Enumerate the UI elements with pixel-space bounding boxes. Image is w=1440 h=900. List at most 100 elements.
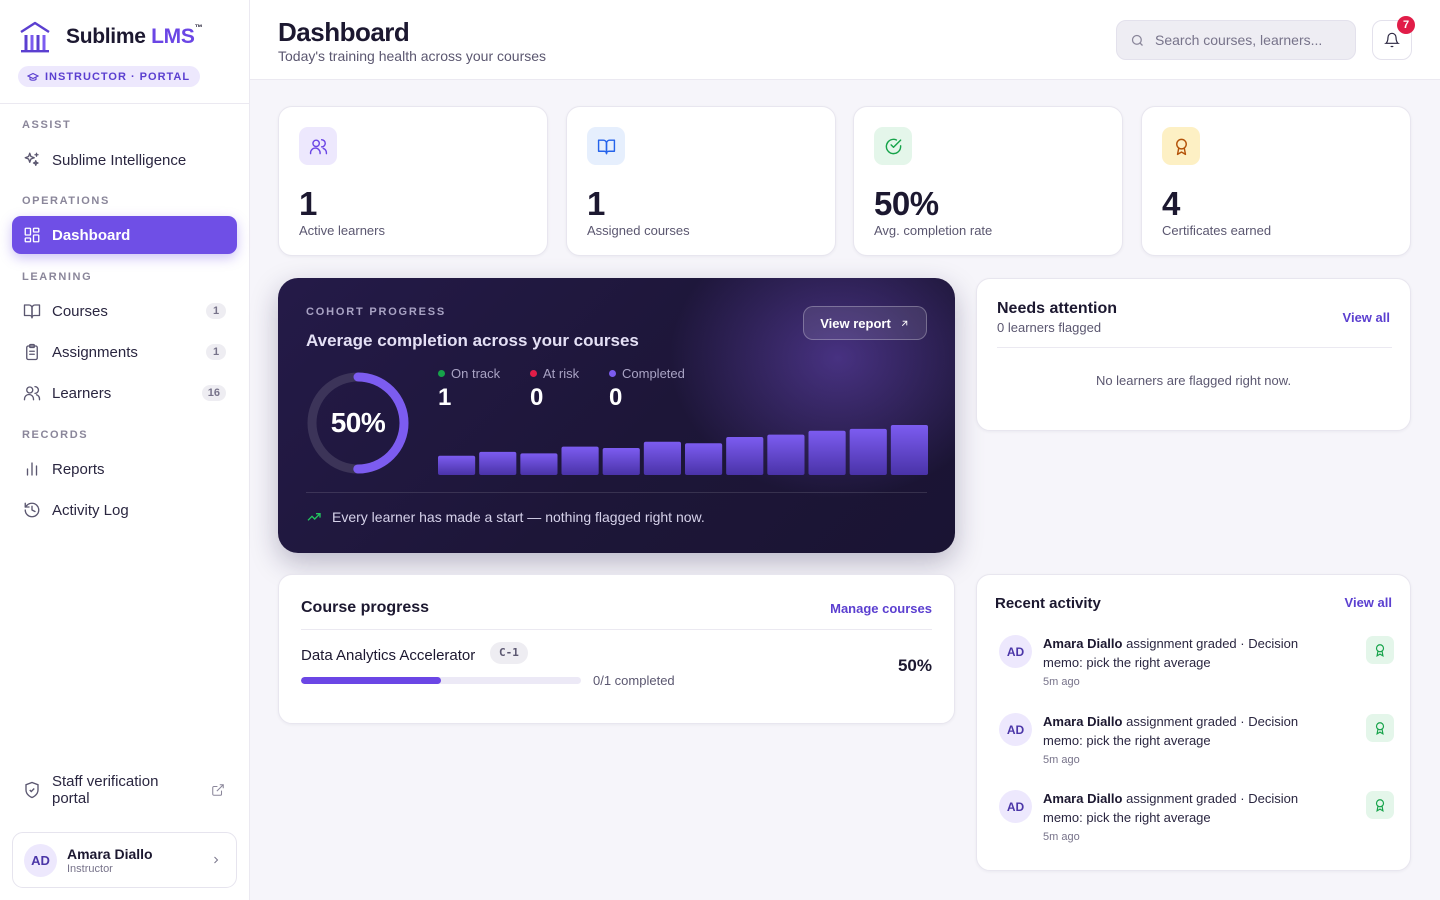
section-label-operations: OPERATIONS xyxy=(22,195,110,207)
course-progress-bar xyxy=(301,677,581,684)
activity-item[interactable]: AD Amara Diallo assignment graded · Deci… xyxy=(999,634,1394,704)
completion-percent: 50% xyxy=(330,407,386,438)
panel-title: Course progress xyxy=(301,599,430,616)
staff-verification-portal-link[interactable]: Staff verification portal xyxy=(12,770,237,810)
stat-value: 1 xyxy=(587,185,605,222)
sidebar-item-learners[interactable]: Learners 16 xyxy=(12,374,237,412)
stat-value: 50% xyxy=(874,185,939,222)
stat-card-assigned-courses[interactable]: 1 Assigned courses xyxy=(566,106,836,256)
stat-icon-wrap xyxy=(874,127,912,165)
legend-value: 0 xyxy=(609,384,623,411)
legend-dot xyxy=(530,370,537,377)
stat-card-certificates[interactable]: 4 Certificates earned xyxy=(1141,106,1411,256)
graduation-cap-icon xyxy=(27,72,39,81)
users-icon xyxy=(309,138,327,154)
activity-time: 5m ago xyxy=(1043,754,1080,766)
nav-count-badge: 1 xyxy=(206,303,226,319)
trend-bar xyxy=(849,428,887,475)
stat-label: Avg. completion rate xyxy=(874,223,993,238)
completion-ring xyxy=(307,372,409,474)
award-icon xyxy=(1366,714,1394,742)
sidebar: Sublime LMS™ INSTRUCTOR · PORTAL ASSIST … xyxy=(0,0,250,900)
notifications-button[interactable]: 7 xyxy=(1372,16,1415,60)
sidebar-item-sublime-intelligence[interactable]: Sublime Intelligence xyxy=(12,141,237,179)
panel-title: Recent activity xyxy=(995,595,1101,612)
external-link-icon xyxy=(212,784,224,796)
sidebar-item-label: Sublime Intelligence xyxy=(52,151,187,169)
history-icon xyxy=(24,502,40,518)
cohort-label: COHORT PROGRESS xyxy=(306,306,447,318)
trend-bar xyxy=(808,430,846,475)
trend-bar xyxy=(890,425,928,475)
avatar: AD xyxy=(999,713,1032,746)
legend-label: Completed xyxy=(622,366,685,381)
course-name: Data Analytics Accelerator xyxy=(301,647,476,664)
search-box[interactable] xyxy=(1116,20,1356,60)
trend-bar xyxy=(643,441,681,475)
cohort-divider xyxy=(306,492,927,493)
bar-chart-icon xyxy=(26,462,38,476)
view-report-label: View report xyxy=(820,315,891,331)
progress-fill xyxy=(301,677,441,684)
cohort-progress-card: COHORT PROGRESS Average completion acros… xyxy=(278,278,955,553)
legend-dot xyxy=(438,370,445,377)
legend-dot xyxy=(609,370,616,377)
section-label-assist: ASSIST xyxy=(22,119,72,131)
user-name: Amara Diallo xyxy=(67,845,153,862)
bell-icon xyxy=(1384,32,1400,48)
panel-title: Needs attention xyxy=(997,300,1118,317)
search-icon xyxy=(1131,34,1143,46)
panel-subtitle: 0 learners flagged xyxy=(997,320,1102,335)
sidebar-item-assignments[interactable]: Assignments 1 xyxy=(12,333,237,371)
sidebar-item-reports[interactable]: Reports xyxy=(12,450,237,488)
stat-value: 1 xyxy=(299,185,317,222)
manage-courses-link[interactable]: Manage courses xyxy=(830,601,932,616)
activity-text: Amara Diallo assignment graded · Decisio… xyxy=(1043,791,1299,825)
legend-value: 0 xyxy=(530,384,544,411)
sidebar-item-label: Reports xyxy=(52,460,105,478)
user-profile-card[interactable]: AD Amara Diallo Instructor xyxy=(12,832,237,888)
stat-card-active-learners[interactable]: 1 Active learners xyxy=(278,106,548,256)
sidebar-item-label: Learners xyxy=(52,384,112,402)
page-title: Dashboard xyxy=(278,17,410,47)
cohort-note-text: Every learner has made a start — nothing… xyxy=(332,509,705,525)
trend-bar xyxy=(685,443,723,475)
award-icon xyxy=(1366,791,1394,819)
course-code-badge: C-1 xyxy=(490,642,528,664)
book-icon xyxy=(597,138,615,154)
sidebar-item-activity-log[interactable]: Activity Log xyxy=(12,491,237,529)
grid-icon xyxy=(24,227,40,243)
brand[interactable]: Sublime LMS™ xyxy=(18,20,203,54)
trend-bar xyxy=(479,451,517,475)
activity-item[interactable]: AD Amara Diallo assignment graded · Deci… xyxy=(999,789,1394,859)
recent-activity-panel: Recent activity View all AD Amara Diallo… xyxy=(976,574,1411,871)
avatar: AD xyxy=(999,790,1032,823)
trend-bar xyxy=(438,455,476,475)
shield-check-icon xyxy=(25,781,39,799)
course-percent: 50% xyxy=(897,656,932,675)
users-icon xyxy=(23,385,41,401)
stat-label: Active learners xyxy=(299,223,385,238)
sidebar-item-label: Assignments xyxy=(52,343,138,361)
stat-card-completion-rate[interactable]: 50% Avg. completion rate xyxy=(853,106,1123,256)
search-input[interactable] xyxy=(1155,32,1345,48)
legend-value: 1 xyxy=(438,384,452,411)
activity-item[interactable]: AD Amara Diallo assignment graded · Deci… xyxy=(999,712,1394,782)
award-icon xyxy=(1175,138,1187,155)
view-report-button[interactable]: View report xyxy=(803,306,927,340)
needs-attention-panel: Needs attention 0 learners flagged View … xyxy=(976,278,1411,431)
view-all-activity-link[interactable]: View all xyxy=(1344,595,1392,610)
trending-up-icon xyxy=(307,513,321,521)
notification-count-badge: 7 xyxy=(1397,16,1415,34)
avatar: AD xyxy=(24,843,57,877)
brand-name: Sublime LMS™ xyxy=(66,23,203,48)
arrow-up-right-icon xyxy=(901,320,908,326)
sidebar-item-dashboard[interactable]: Dashboard xyxy=(12,216,237,254)
stat-icon-wrap xyxy=(1162,127,1200,165)
view-all-attention-link[interactable]: View all xyxy=(1342,310,1390,325)
section-label-records: RECORDS xyxy=(22,429,89,441)
legend-on-track: On track 1 xyxy=(438,366,500,412)
sidebar-item-courses[interactable]: Courses 1 xyxy=(12,292,237,330)
sidebar-divider xyxy=(0,103,249,104)
legend-label: On track xyxy=(451,366,501,381)
